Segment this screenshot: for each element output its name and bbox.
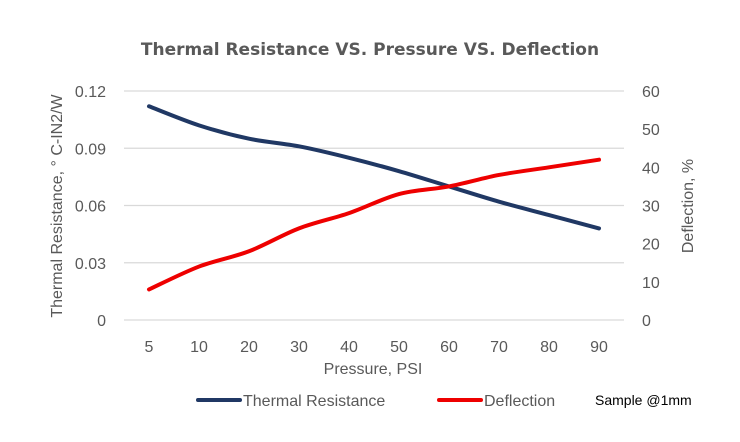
y-tick-label-right: 50: [642, 122, 660, 139]
series-line-deflection: [147, 157, 601, 292]
y-axis-label-left: Thermal Resistance, ° C-IN2/W: [49, 93, 66, 317]
x-tick-label: 50: [390, 339, 408, 356]
x-tick-label: 80: [540, 339, 558, 356]
x-tick-label: 40: [340, 339, 358, 356]
chart-title: Thermal Resistance VS. Pressure VS. Defl…: [141, 40, 599, 60]
x-tick-label: 20: [240, 339, 258, 356]
right-axis-ticks: 0 10 20 30 40 50 60: [642, 84, 660, 330]
y-tick-label-right: 30: [642, 199, 660, 216]
legend: Thermal Resistance Deflection Sample @1m…: [196, 392, 692, 410]
y-tick-label-right: 40: [642, 160, 660, 177]
legend-label-deflection: Deflection: [484, 393, 555, 410]
legend-label-thermal-resistance: Thermal Resistance: [243, 393, 385, 410]
x-tick-label: 60: [440, 339, 458, 356]
y-tick-label-right: 20: [642, 237, 660, 254]
x-axis-ticks: 5 10 20 30 40 50 60 70 80 90: [145, 339, 608, 356]
x-tick-label: 10: [190, 339, 208, 356]
y-axis-label-right: Deflection, %: [680, 159, 697, 253]
y-tick-label-left: 0.09: [75, 141, 106, 158]
x-tick-label: 5: [145, 339, 154, 356]
left-axis-ticks: 0 0.03 0.06 0.09 0.12: [75, 84, 106, 330]
y-tick-label-left: 0: [97, 313, 106, 330]
x-tick-label: 90: [590, 339, 608, 356]
series-layer: [147, 104, 601, 292]
y-tick-label-left: 0.06: [75, 199, 106, 216]
sample-annotation: Sample @1mm: [595, 392, 692, 408]
y-tick-label-right: 60: [642, 84, 660, 101]
x-tick-label: 30: [290, 339, 308, 356]
x-tick-label: 70: [490, 339, 508, 356]
y-tick-label-left: 0.03: [75, 256, 106, 273]
y-tick-label-left: 0.12: [75, 84, 106, 101]
y-tick-label-right: 0: [642, 313, 651, 330]
x-axis-label: Pressure, PSI: [324, 361, 423, 378]
y-tick-label-right: 10: [642, 275, 660, 292]
series-line-thermal-resistance: [147, 104, 601, 231]
